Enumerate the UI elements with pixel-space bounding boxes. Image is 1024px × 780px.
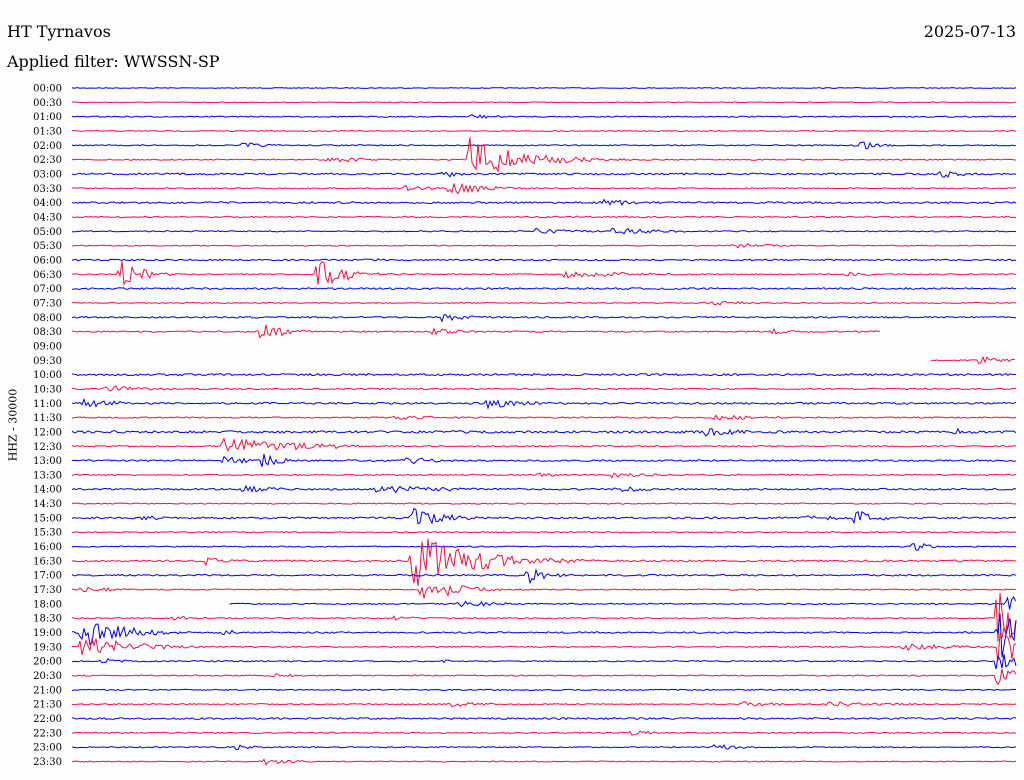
time-tick-label: 06:00 <box>33 255 62 266</box>
time-tick-label: 14:00 <box>33 485 62 496</box>
time-tick-label: 13:30 <box>33 470 62 481</box>
time-tick-label: 01:00 <box>33 112 62 123</box>
time-tick-label: 14:30 <box>33 499 62 510</box>
trace-row-2100 <box>71 688 1017 692</box>
trace-row-2200 <box>71 717 1016 721</box>
trace-row-1900 <box>72 613 1017 658</box>
time-tick-label: 09:30 <box>33 356 62 367</box>
trace-row-1200 <box>71 427 1017 437</box>
trace-row-0230 <box>71 137 1017 174</box>
time-tick-label: 21:30 <box>33 700 62 711</box>
time-tick-label: 19:00 <box>33 628 62 639</box>
time-tick-label: 07:00 <box>33 284 62 295</box>
time-tick-label: 04:00 <box>33 198 62 209</box>
time-tick-label: 20:00 <box>33 657 62 668</box>
trace-row-0200 <box>71 141 1017 150</box>
trace-row-0400 <box>71 198 1017 206</box>
trace-row-0100 <box>71 114 1017 119</box>
time-tick-label: 03:30 <box>33 184 62 195</box>
trace-row-1800 <box>229 596 1017 610</box>
time-tick-label: 16:00 <box>33 542 62 553</box>
time-tick-label: 19:30 <box>33 642 62 653</box>
trace-row-0030 <box>72 101 1017 104</box>
trace-row-0530 <box>71 243 1017 249</box>
time-tick-label: 22:00 <box>33 714 62 725</box>
trace-row-2230 <box>71 730 1017 736</box>
time-tick-label: 13:00 <box>33 456 62 467</box>
time-tick-label: 11:00 <box>33 399 62 410</box>
time-tick-label: 03:00 <box>33 169 62 180</box>
trace-row-2130 <box>71 701 1017 708</box>
time-tick-label: 08:30 <box>33 327 62 338</box>
date-label: 2025-07-13 <box>923 22 1016 41</box>
time-tick-label: 12:30 <box>33 442 62 453</box>
time-tick-label: 05:30 <box>33 241 62 252</box>
trace-row-0000 <box>71 87 1017 89</box>
time-tick-label: 23:00 <box>33 743 62 754</box>
time-tick-label: 10:00 <box>33 370 62 381</box>
trace-row-0700 <box>71 287 1017 291</box>
time-tick-label: 00:00 <box>33 84 62 95</box>
time-tick-label: 12:00 <box>33 427 62 438</box>
time-tick-label: 06:30 <box>33 270 62 281</box>
trace-row-2330 <box>71 758 1017 766</box>
time-tick-label: 09:00 <box>33 341 62 352</box>
time-tick-label: 22:30 <box>33 728 62 739</box>
time-tick-label: 02:00 <box>33 141 62 152</box>
trace-row-0730 <box>71 301 1017 306</box>
trace-row-0930 <box>930 355 1016 365</box>
trace-row-1930 <box>71 627 1017 661</box>
trace-row-2030 <box>71 669 1017 686</box>
time-tick-label: 08:00 <box>33 313 62 324</box>
time-tick-label: 17:30 <box>33 585 62 596</box>
trace-row-1130 <box>71 414 1017 421</box>
trace-row-0430 <box>71 215 1017 219</box>
trace-row-1430 <box>71 502 1016 505</box>
time-tick-label: 10:30 <box>33 384 62 395</box>
trace-row-0500 <box>72 227 1017 235</box>
station-title: HT Tyrnavos <box>7 22 111 41</box>
time-tick-label: 00:30 <box>33 98 62 109</box>
trace-row-0600 <box>71 258 1017 262</box>
time-tick-label: 16:30 <box>33 556 62 567</box>
trace-row-0830 <box>71 324 881 339</box>
time-tick-label: 18:00 <box>33 599 62 610</box>
time-tick-label: 07:30 <box>33 298 62 309</box>
trace-row-2300 <box>71 744 1017 751</box>
trace-row-0630 <box>71 261 1017 287</box>
trace-row-1500 <box>71 507 1017 525</box>
trace-row-1530 <box>71 531 1017 534</box>
trace-row-0130 <box>71 129 1017 133</box>
time-tick-label: 18:30 <box>33 614 62 625</box>
trace-row-1600 <box>71 543 1017 551</box>
time-tick-label: 20:30 <box>33 671 62 682</box>
time-tick-label: 01:30 <box>33 126 62 137</box>
trace-row-1830 <box>71 593 1017 642</box>
trace-row-1030 <box>71 385 1017 392</box>
trace-row-1730 <box>71 584 1017 599</box>
trace-row-0330 <box>71 182 1017 195</box>
time-tick-label: 02:30 <box>33 155 62 166</box>
trace-row-1330 <box>71 472 1017 479</box>
trace-row-0300 <box>71 171 1017 179</box>
time-tick-label: 15:00 <box>33 513 62 524</box>
trace-row-0800 <box>71 314 1016 323</box>
filter-label: Applied filter: WWSSN-SP <box>7 52 220 71</box>
time-tick-label: 11:30 <box>33 413 62 424</box>
trace-row-1630 <box>71 538 1017 587</box>
trace-row-1700 <box>71 568 1017 585</box>
trace-row-1230 <box>71 437 1017 453</box>
time-tick-label: 23:30 <box>33 757 62 768</box>
time-tick-label: 21:00 <box>33 685 62 696</box>
time-tick-label: 04:30 <box>33 212 62 223</box>
time-tick-label: 05:00 <box>33 227 62 238</box>
trace-row-1000 <box>71 372 1016 377</box>
trace-row-1300 <box>71 453 1017 467</box>
trace-row-2000 <box>71 654 1017 670</box>
time-tick-label: 15:30 <box>33 528 62 539</box>
time-tick-label: 17:00 <box>33 571 62 582</box>
trace-row-1400 <box>71 484 1017 494</box>
trace-row-1100 <box>71 397 1017 410</box>
